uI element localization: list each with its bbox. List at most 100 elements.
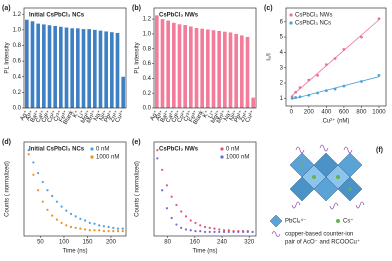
point bbox=[88, 229, 91, 232]
point bbox=[377, 73, 381, 77]
point bbox=[98, 229, 101, 232]
point bbox=[116, 229, 120, 233]
point bbox=[241, 230, 245, 234]
point bbox=[298, 86, 302, 90]
point bbox=[170, 195, 173, 198]
bar bbox=[115, 33, 120, 108]
point bbox=[161, 189, 164, 192]
point bbox=[69, 212, 73, 216]
point bbox=[161, 168, 164, 171]
point bbox=[175, 223, 178, 226]
bar bbox=[155, 15, 159, 108]
x-tick-label: Li⁺ bbox=[77, 109, 87, 119]
point bbox=[180, 210, 183, 213]
legend-label: CsPbCl₃ NWs bbox=[295, 13, 332, 19]
x-tick-label: 1000 bbox=[372, 110, 386, 116]
bar bbox=[121, 76, 125, 108]
y-axis-label: I₀/I bbox=[267, 53, 273, 61]
point bbox=[65, 209, 68, 212]
point bbox=[156, 149, 159, 152]
diagram-panel: (f) PbCl₆⁴⁻ Cs⁺ copper-based counter-ion… bbox=[269, 144, 383, 246]
point bbox=[65, 224, 68, 227]
y-tick-label: 1.0 bbox=[13, 27, 22, 33]
point bbox=[27, 149, 30, 152]
bar bbox=[234, 33, 238, 108]
point bbox=[203, 225, 207, 229]
point bbox=[41, 200, 44, 203]
plot-frame bbox=[23, 141, 127, 237]
point bbox=[316, 91, 319, 95]
point bbox=[360, 35, 363, 39]
y-tick-label: 0.6 bbox=[143, 61, 152, 67]
point bbox=[41, 180, 44, 184]
legend-marker bbox=[220, 155, 224, 159]
bar bbox=[53, 25, 57, 108]
cations bbox=[300, 163, 352, 191]
y-tick-label: 1.0 bbox=[143, 32, 152, 38]
point bbox=[333, 87, 337, 91]
point bbox=[32, 173, 35, 176]
y-axis-label: PL Intensity bbox=[5, 42, 11, 73]
point bbox=[93, 222, 96, 225]
y-tick-label: 1.2 bbox=[13, 12, 22, 18]
x-tick-label: Ag⁺ bbox=[19, 109, 30, 122]
point bbox=[46, 189, 49, 192]
point bbox=[102, 225, 106, 228]
x-tick-label: Al³⁺ bbox=[154, 109, 165, 122]
x-tick-label: 100 bbox=[59, 240, 70, 246]
point bbox=[213, 230, 216, 234]
point bbox=[227, 229, 230, 232]
bar bbox=[172, 22, 176, 108]
point bbox=[222, 229, 226, 232]
bar bbox=[42, 24, 46, 108]
plot-frame bbox=[285, 7, 387, 107]
bar bbox=[183, 25, 187, 109]
point bbox=[246, 230, 249, 234]
bar bbox=[87, 29, 91, 108]
panel-label: (a) bbox=[2, 5, 11, 12]
x-tick-label: 200 bbox=[106, 240, 117, 246]
bar bbox=[81, 29, 86, 108]
bar bbox=[98, 30, 103, 108]
point bbox=[360, 80, 363, 83]
y-tick-label: 3 bbox=[280, 65, 284, 71]
point bbox=[107, 225, 110, 229]
point bbox=[251, 230, 254, 234]
point bbox=[184, 228, 188, 231]
point bbox=[55, 218, 59, 221]
bar bbox=[104, 31, 108, 108]
point bbox=[79, 227, 82, 230]
point bbox=[377, 17, 381, 21]
point bbox=[112, 229, 115, 233]
y-tick-label: 5 bbox=[280, 35, 284, 41]
point bbox=[307, 93, 311, 97]
panel-label: (d) bbox=[2, 139, 11, 146]
legend-label: 1000 nM bbox=[226, 155, 249, 161]
point bbox=[218, 228, 221, 231]
point bbox=[213, 227, 216, 230]
pair-label: pair of AcO⁻ and RCOOCu⁺ bbox=[285, 239, 360, 246]
point bbox=[298, 95, 302, 99]
point bbox=[98, 224, 101, 227]
y-tick-label: 6 bbox=[280, 19, 284, 25]
point bbox=[189, 219, 192, 222]
point bbox=[232, 230, 235, 234]
bar bbox=[30, 21, 35, 108]
panel-label: (b) bbox=[132, 5, 141, 12]
y-tick-label: 0.2 bbox=[13, 90, 22, 96]
x-tick-label: 150 bbox=[82, 240, 93, 246]
y-tick-label: 1.2 bbox=[143, 17, 152, 23]
point bbox=[74, 215, 77, 218]
point bbox=[93, 229, 96, 232]
chart-title: Initial CsPbCl₃ NCs bbox=[29, 13, 85, 19]
x-tick-label: Li⁺ bbox=[207, 109, 217, 119]
y-axis-label: PL Intensity bbox=[135, 42, 141, 73]
legend-marker bbox=[90, 155, 94, 159]
point bbox=[69, 225, 73, 229]
point bbox=[84, 219, 87, 222]
point bbox=[84, 228, 87, 231]
x-axis-label: Cu²⁺ (nM) bbox=[323, 118, 350, 125]
point bbox=[294, 90, 298, 94]
point bbox=[102, 229, 106, 233]
